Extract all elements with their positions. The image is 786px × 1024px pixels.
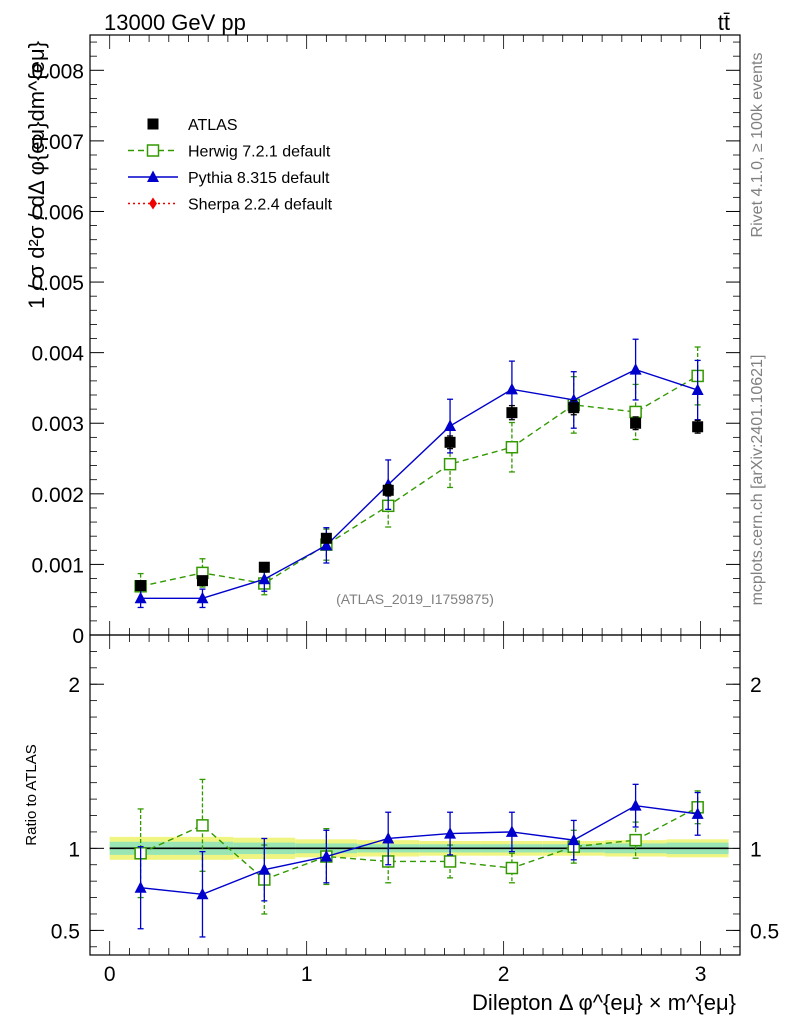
main-y-tick-label: 0.001 [31,554,84,577]
ratio-data-point [443,855,457,868]
legend-label: Pythia 8.315 default [188,170,330,187]
ratio-data-point [505,825,518,837]
ratio-y-tick-label-right: 1 [750,838,762,861]
ratio-y-tick-label: 2 [68,674,80,697]
main-y-tick-label: 0.007 [31,131,84,154]
legend: ATLAS Herwig 7.2.1 default Pythia 8.315 de… [128,117,333,214]
rivet-version-label: Rivet 4.1.0, ≥ 100k events [749,53,766,238]
main-y-tick-label: 0.005 [31,272,84,295]
legend-item: Pythia 8.315 default [128,170,330,187]
main-y-tick-label: 0.008 [31,60,84,83]
ratio-y-axis-title: Ratio to ATLAS [23,744,40,845]
ratio-pythia-series [134,783,704,938]
main-data-point [629,363,642,375]
main-y-tick-label: 0.002 [31,484,84,507]
ratio-data-point [691,807,704,819]
ratio-data-point [629,799,642,811]
main-y-tick-label: 0.006 [31,201,84,224]
ratio-data-point [382,831,395,844]
main-y-axis-ticks [90,35,740,636]
mcplots-source-label: mcplots.cern.ch [arXiv:2401.10621] [749,355,766,606]
main-series-line [140,375,699,587]
main-data-point [505,440,519,454]
main-data-point [506,407,518,419]
ratio-data-point [505,861,519,875]
ratio-y-tick-label: 0.5 [51,920,80,943]
main-data-point [258,572,271,585]
x-tick-label: 0 [104,963,116,986]
legend-marker [147,170,159,182]
ratio-plot-panel: 0.5 0.5 1 1 2 2 0 1 2 3 Ratio to ATLAS Dilepton Δ… [23,634,779,1015]
main-data-point [444,419,457,432]
main-data-point [568,402,580,414]
header-process-label: tt̄ [718,10,730,35]
main-atlas-series [135,399,704,592]
ratio-series-line [140,804,698,895]
ratio-y-tick-label: 1 [68,838,80,861]
legend-marker [149,197,157,210]
main-data-point [320,532,332,544]
main-data-point [629,405,642,419]
ratio-data-point [567,833,580,846]
ratio-data-point [444,827,457,839]
legend-label: Sherpa 2.2.4 default [188,197,333,214]
main-y-tick-label: 0 [72,625,84,648]
main-data-point [691,383,704,396]
x-axis-title: Dilepton Δ φ^{eμ} × m^{eμ} [472,990,736,1015]
ratio-y-tick-label-right: 2 [750,674,762,697]
main-pythia-series [134,338,704,609]
analysis-watermark: (ATLAS_2019_I1759875) [336,591,494,607]
ratio-data-point [196,887,209,900]
main-y-axis-labels: 0 0.001 0.002 0.003 0.004 0.005 0.006 0.007 0.00… [31,60,84,648]
x-tick-label: 2 [498,963,510,986]
ratio-axis-ticks [90,635,740,955]
ratio-data-point [196,819,209,832]
legend-marker [147,118,159,130]
main-data-point [135,580,147,592]
legend-marker [146,144,160,157]
main-series-line [140,368,698,599]
main-y-axis-title: 1 / σ d²σ / dΔ φ{eμ}dm^{eμ} [24,41,49,309]
ratio-plot-frame [89,634,741,956]
main-data-point [443,457,457,471]
main-data-point [630,417,642,429]
main-data-point [320,538,333,551]
main-y-tick-label: 0.004 [31,343,84,366]
main-data-point [382,484,394,496]
main-data-point [134,591,147,604]
ratio-y-tick-label-right: 0.5 [750,920,779,943]
main-data-point [692,421,704,433]
main-data-point [567,393,580,405]
main-data-point [258,561,270,573]
ratio-data-point [629,833,642,847]
x-tick-label: 3 [695,963,707,986]
main-data-series [134,338,704,609]
main-data-point [444,436,456,448]
legend-item: Sherpa 2.2.4 default [128,197,333,214]
ratio-axis-labels: 0.5 0.5 1 1 2 2 0 1 2 3 [51,674,779,986]
main-herwig-series [134,346,704,600]
ratio-data-point [258,863,271,875]
legend-item: ATLAS [147,117,238,134]
ratio-data-series [134,778,704,938]
main-y-tick-label: 0.003 [31,413,84,436]
header-energy-label: 13000 GeV pp [104,10,246,35]
legend-label: Herwig 7.2.1 default [188,144,331,161]
legend-item: Herwig 7.2.1 default [128,144,331,161]
legend-label: ATLAS [188,117,238,134]
main-plot-panel: 0 0.001 0.002 0.003 0.004 0.005 0.006 0.007 0.00… [24,34,741,648]
x-tick-label: 1 [301,963,313,986]
main-data-point [505,382,518,395]
main-data-point [196,591,209,604]
ratio-data-point [134,881,147,893]
ratio-data-point [320,850,333,862]
main-data-point [196,575,208,587]
